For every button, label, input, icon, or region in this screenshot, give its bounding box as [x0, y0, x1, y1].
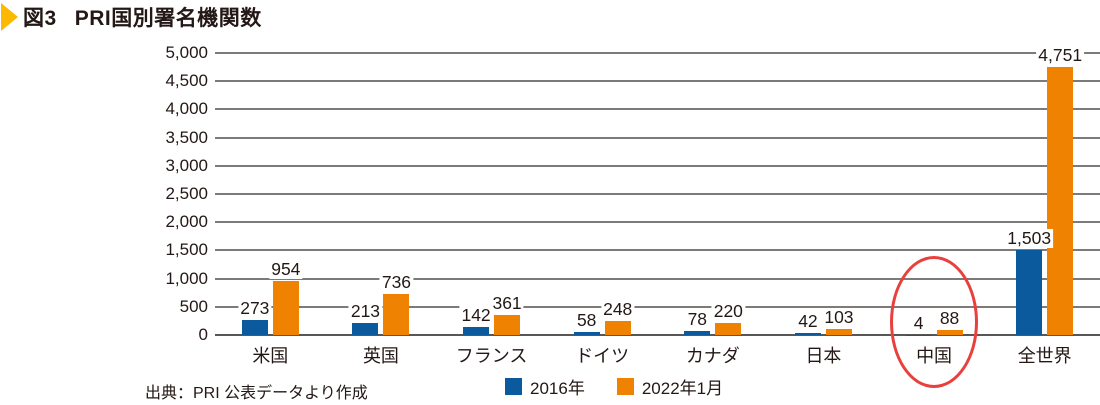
page-title: 図3 PRI国別署名機関数 [23, 2, 262, 32]
x-tick-label: 米国 [252, 346, 289, 366]
bar-2022年1月-米国 [272, 281, 299, 335]
data-label: 273 [238, 297, 272, 318]
bar-2016年-カナダ [684, 330, 711, 335]
x-axis-line [215, 334, 1100, 336]
bar-2022年1月-英国 [383, 293, 410, 335]
bar-group-8: 1,503 4,751 [989, 46, 1100, 335]
x-tick-label: 全世界 [1017, 346, 1072, 366]
legend-swatch-icon [505, 378, 522, 395]
legend-item: 2022年1月 [616, 374, 724, 399]
x-tick-label: 日本 [805, 346, 842, 366]
data-label: 248 [601, 299, 635, 320]
y-tick-label: 2,500 [165, 184, 208, 203]
bar-2016年-日本 [794, 332, 821, 335]
data-label: 4,751 [1036, 45, 1085, 66]
gridline [215, 277, 1100, 280]
highlight-ellipse-annotation [890, 256, 979, 388]
bar-2022年1月-ドイツ [604, 321, 631, 335]
data-label: 213 [348, 301, 383, 321]
gridline [215, 249, 1100, 252]
legend-item: 2016年 [505, 374, 585, 399]
gridline [215, 305, 1100, 308]
legend-label: 2022年1月 [641, 379, 724, 398]
x-tick-label: ドイツ [575, 346, 630, 366]
x-tick-label: カナダ [685, 346, 740, 366]
bar-group-5: 78 220 [658, 53, 769, 335]
plot-area: 273 954 213 736 142 361 58 248 78 220 42 103 4 88 1,50… [215, 46, 1100, 336]
bar-2016年-ドイツ [573, 331, 600, 335]
data-label: 103 [822, 307, 856, 328]
bar-group-6: 42 103 [768, 53, 879, 335]
data-label: 1,503 [1005, 228, 1054, 249]
chart-legend: 2016年 2022年1月 [505, 374, 723, 399]
data-label: 954 [269, 259, 303, 280]
data-label: 220 [711, 300, 745, 321]
legend-label: 2016年 [530, 379, 585, 398]
figure-number: 図3 [23, 7, 57, 30]
data-label: 736 [379, 271, 414, 292]
gridline [215, 80, 1100, 83]
bar-group-1: 273 954 [215, 53, 326, 335]
gridline [215, 193, 1100, 195]
gridline [215, 108, 1100, 111]
gridline [215, 136, 1100, 139]
figure-title: PRI国別署名機関数 [74, 7, 262, 30]
y-tick-label: 2,000 [165, 212, 208, 232]
x-tick-label: 英国 [362, 346, 399, 366]
gridline [215, 52, 1100, 54]
y-tick-label: 5,000 [165, 43, 208, 62]
data-label: 78 [685, 308, 710, 329]
bar-group-3: 142 361 [436, 53, 547, 335]
y-tick-label: 3,500 [165, 127, 208, 147]
data-label: 42 [796, 310, 820, 331]
figure-header: 図3 PRI国別署名機関数 [0, 2, 262, 32]
gridline [215, 164, 1100, 167]
y-tick-label: 0 [198, 325, 208, 344]
data-label: 142 [459, 305, 493, 325]
bar-2016年-米国 [241, 319, 268, 335]
bar-2022年1月-フランス [494, 314, 521, 335]
legend-swatch-icon [616, 378, 634, 395]
y-tick-label: 4,500 [165, 71, 208, 91]
bar-2016年-全世界 [1016, 250, 1043, 335]
x-tick-label: フランス [455, 346, 528, 366]
y-tick-label: 1,000 [165, 268, 208, 288]
data-label: 361 [490, 292, 524, 313]
bar-2022年1月-日本 [825, 329, 852, 335]
y-tick-label: 1,500 [165, 240, 208, 260]
y-tick-label: 3,000 [165, 155, 208, 175]
y-tick-label: 500 [179, 296, 208, 316]
y-tick-label: 4,000 [165, 99, 208, 119]
bar-2016年-英国 [352, 323, 379, 335]
bar-2016年-フランス [463, 327, 490, 335]
gridline [215, 221, 1100, 224]
bar-2022年1月-全世界 [1047, 67, 1074, 335]
bar-2022年1月-カナダ [715, 322, 742, 335]
title-arrow-icon [1, 3, 18, 31]
bar-group-2: 213 736 [326, 53, 437, 335]
bar-group-4: 58 248 [547, 53, 658, 335]
data-label: 58 [574, 309, 599, 330]
source-note: 出典：PRI 公表データより作成 [145, 385, 368, 402]
